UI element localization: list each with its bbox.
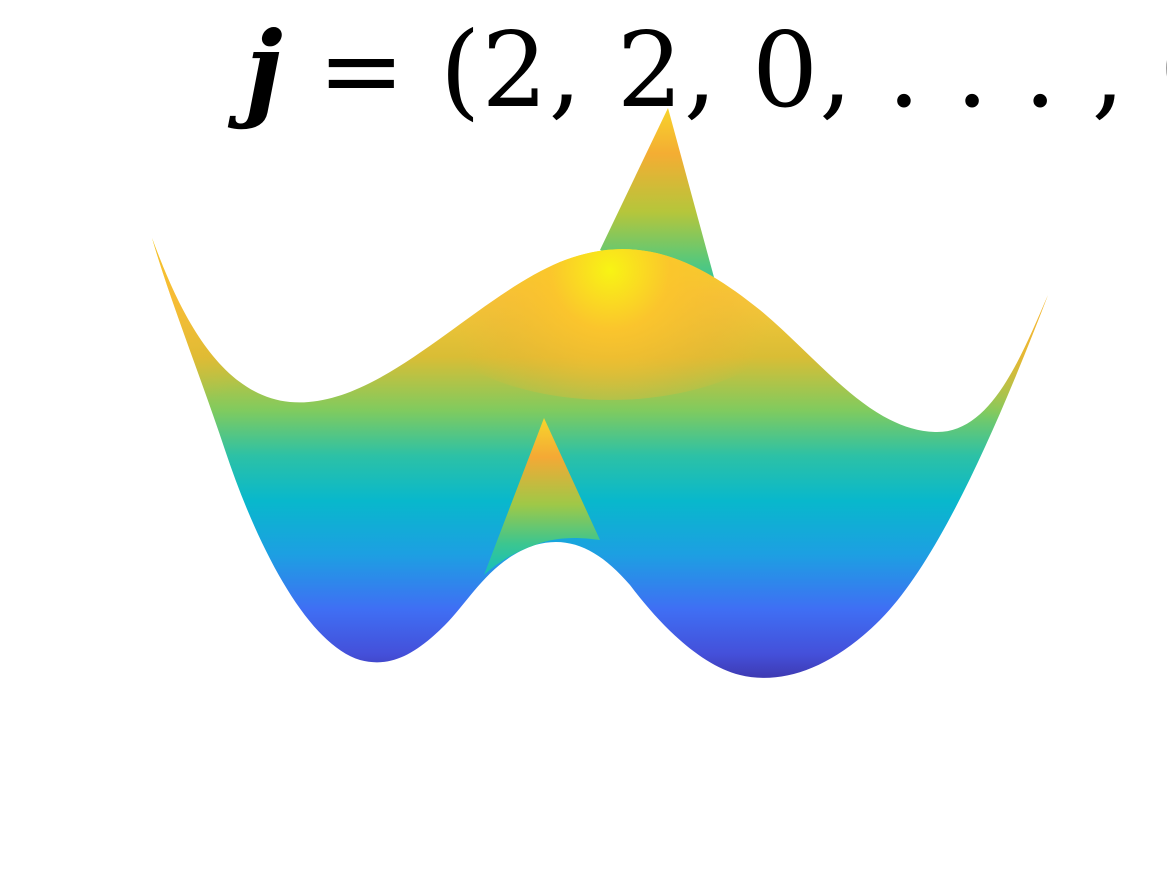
title-vector: = (2, 2, 0, . . . , 0) xyxy=(317,9,1167,131)
title-variable: j xyxy=(245,8,284,131)
back-spike xyxy=(600,108,718,292)
central-hump xyxy=(410,238,810,400)
figure-title: j = (2, 2, 0, . . . , 0) xyxy=(245,18,1167,123)
front-spike xyxy=(484,418,600,575)
